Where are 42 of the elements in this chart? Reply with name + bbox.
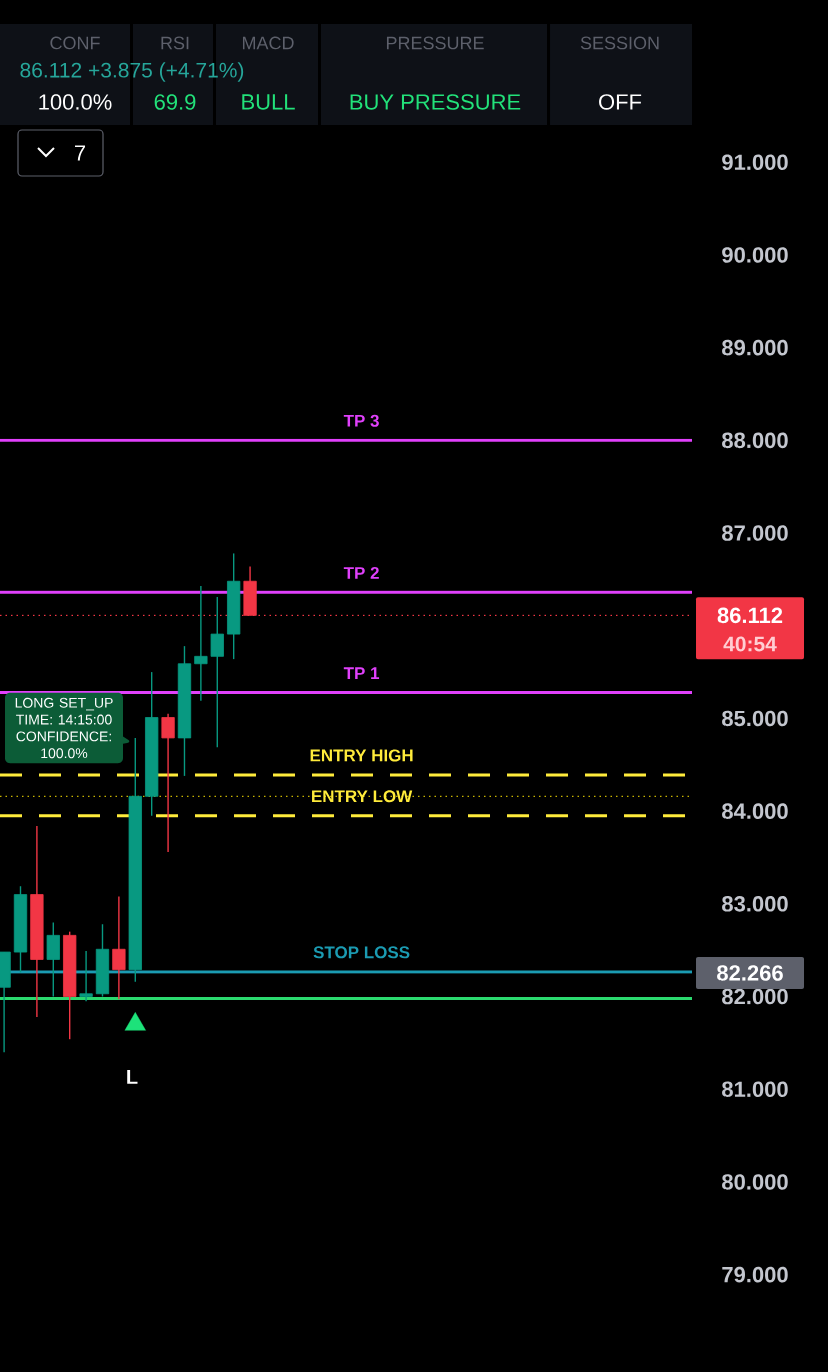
candlestick xyxy=(161,713,175,853)
y-tick-label: 89.000 xyxy=(722,339,788,356)
y-tick-label: 87.000 xyxy=(722,525,788,541)
y-tick-label: 84.000 xyxy=(722,803,788,819)
text: 82.266 xyxy=(717,965,783,981)
annotation: TIME: 14:15:00 xyxy=(16,714,112,725)
ref-line-label: TP 2 xyxy=(343,566,379,579)
annotation: 86.112 +3.875 (+4.71%) xyxy=(20,62,244,82)
annotation: 69.9 xyxy=(154,94,196,110)
candlestick xyxy=(210,596,224,748)
annotation: LONG SET_UP xyxy=(15,697,113,711)
annotation: 100.0% xyxy=(39,94,112,110)
candlestick xyxy=(194,585,208,702)
annotation: CONFIDENCE: 100.0% xyxy=(16,731,111,759)
candlestick xyxy=(112,895,126,1001)
y-tick-label: 85.000 xyxy=(722,710,788,727)
y-tick-label: 81.000 xyxy=(722,1081,788,1098)
ref-line-label: 86.112 xyxy=(717,607,783,624)
candlestick xyxy=(79,950,93,1002)
annotation: CONF xyxy=(50,36,100,50)
text: 40:54 xyxy=(723,636,777,652)
annotation: OFF xyxy=(599,94,642,110)
ref-line-label: TP 1 xyxy=(343,667,380,679)
y-tick-label: 88.000 xyxy=(722,432,788,449)
y-tick-label: 83.000 xyxy=(722,896,788,912)
annotation: BULL xyxy=(242,94,295,110)
ref-line-label: ENTRY LOW xyxy=(312,790,413,803)
annotation: L xyxy=(127,1070,138,1084)
annotation: MACD xyxy=(242,36,294,50)
annotation: 7 xyxy=(75,145,86,161)
annotation: SESSION xyxy=(580,36,659,50)
annotation: PRESSURE xyxy=(386,36,484,50)
ref-line-label: STOP LOSS xyxy=(313,946,410,959)
y-tick-label: 90.000 xyxy=(722,247,788,263)
y-tick-label: 80.000 xyxy=(722,1174,788,1190)
y-tick-label: 82.000 xyxy=(722,988,788,1005)
annotation: BUY PRESSURE xyxy=(350,94,521,110)
annotation: RSI xyxy=(161,36,189,50)
y-tick-label: 91.000 xyxy=(722,154,788,171)
ref-line-label: ENTRY HIGH xyxy=(310,749,413,762)
y-tick-label: 79.000 xyxy=(722,1266,788,1283)
ref-line-label: TP 3 xyxy=(343,414,379,427)
